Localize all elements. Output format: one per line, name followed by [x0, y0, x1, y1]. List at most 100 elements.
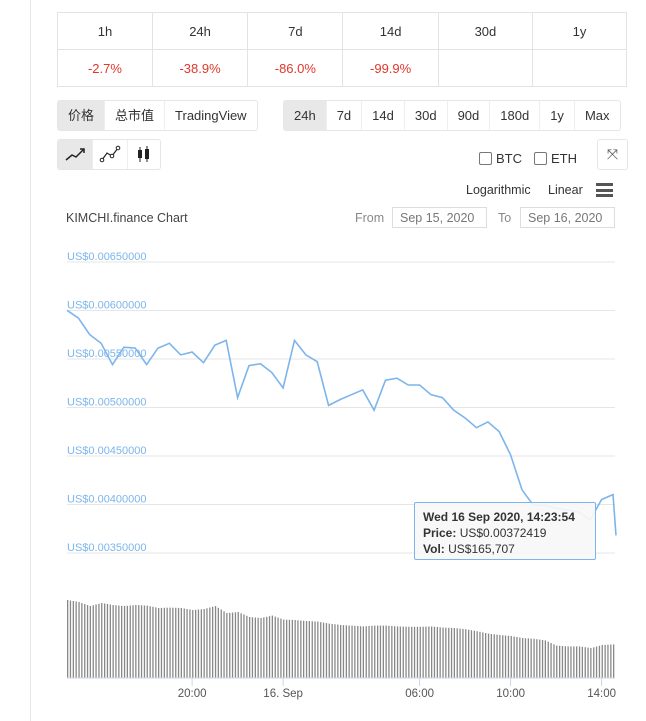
- volume-bar: [126, 605, 128, 679]
- volume-bar: [297, 620, 299, 679]
- range-Max[interactable]: Max: [584, 108, 610, 123]
- volume-bar: [183, 608, 185, 678]
- volume-bar: [391, 626, 393, 678]
- compare-btc-checkbox[interactable]: BTC: [479, 151, 522, 166]
- volume-bar: [377, 625, 379, 678]
- volume-bar: [590, 648, 592, 678]
- volume-bar: [578, 646, 581, 678]
- volume-bar: [260, 618, 262, 678]
- volume-bar: [357, 626, 359, 678]
- hamburger-icon: [596, 183, 613, 197]
- expand-icon: ⤧: [606, 146, 619, 162]
- volume-bar: [317, 621, 319, 678]
- volume-bar: [81, 603, 83, 678]
- tab-价格[interactable]: 价格: [58, 101, 106, 130]
- volume-bar: [479, 631, 481, 678]
- volume-bar: [229, 612, 231, 679]
- volume-bar: [482, 632, 484, 678]
- volume-bar: [510, 636, 512, 678]
- volume-bar: [613, 644, 615, 678]
- compare-eth-checkbox[interactable]: ETH: [534, 151, 577, 166]
- volume-bar: [368, 626, 370, 678]
- volume-bar: [274, 616, 276, 678]
- volume-bar: [524, 638, 527, 678]
- linear-button[interactable]: Linear: [548, 183, 583, 197]
- volume-bar: [286, 619, 288, 678]
- volume-bar: [160, 607, 163, 678]
- volume-bar: [490, 634, 492, 678]
- volume-bar: [135, 605, 137, 678]
- range-1y[interactable]: 1y: [540, 101, 575, 130]
- volume-bar: [288, 619, 291, 678]
- range-14d[interactable]: 14d: [362, 101, 405, 130]
- volume-bar: [197, 609, 200, 678]
- volume-bar: [553, 644, 555, 678]
- volume-bar: [462, 628, 464, 678]
- volume-bar: [283, 619, 285, 678]
- volume-bar: [243, 614, 245, 678]
- range-90d[interactable]: 90d: [448, 101, 491, 130]
- volume-bar: [459, 628, 461, 678]
- volume-bar: [123, 606, 126, 678]
- logarithmic-button[interactable]: Logarithmic: [466, 183, 531, 197]
- volume-bar: [536, 639, 538, 678]
- to-label: To: [498, 211, 512, 225]
- btc-label: BTC: [496, 151, 522, 166]
- volume-bar: [468, 629, 470, 678]
- volume-bar: [95, 604, 97, 678]
- from-label: From: [355, 211, 385, 225]
- to-date-input[interactable]: Sep 16, 2020: [520, 207, 615, 228]
- tab-TradingView[interactable]: TradingView: [175, 108, 247, 123]
- volume-bar: [172, 607, 174, 678]
- volume-bar: [504, 635, 507, 678]
- volume-bar: [249, 617, 251, 678]
- volume-bar: [72, 601, 74, 678]
- page-border: [30, 0, 31, 721]
- range-30d[interactable]: 30d: [405, 101, 448, 130]
- volume-bar: [570, 646, 572, 678]
- volume-bar: [303, 620, 305, 678]
- volume-bar: [325, 623, 328, 678]
- volume-bar: [502, 635, 504, 679]
- volume-bar: [428, 626, 430, 678]
- volume-bar: [581, 646, 583, 678]
- volume-bar: [476, 631, 478, 678]
- volume-bar: [516, 637, 518, 678]
- chart-menu-button[interactable]: [596, 183, 613, 200]
- volume-bar: [86, 605, 89, 678]
- fullscreen-button[interactable]: ⤧: [597, 139, 628, 170]
- line-chart-icon: [65, 148, 85, 161]
- from-date-input[interactable]: Sep 15, 2020: [392, 207, 487, 228]
- x-tick-label: 16. Sep: [263, 688, 303, 700]
- candlestick-button[interactable]: [128, 140, 160, 169]
- volume-bar: [203, 609, 205, 678]
- volume-bar: [177, 607, 180, 678]
- volume-bar: [209, 607, 211, 678]
- line-chart-button[interactable]: [58, 140, 93, 169]
- volume-bar: [109, 604, 111, 678]
- volume-bar: [394, 626, 396, 678]
- volume-bar: [118, 605, 120, 678]
- volume-bar: [425, 626, 427, 678]
- range-7d[interactable]: 7d: [327, 101, 363, 130]
- volume-bar: [547, 641, 549, 678]
- range-180d[interactable]: 180d: [490, 101, 541, 130]
- volume-bar: [271, 615, 273, 678]
- line-markers-button[interactable]: [93, 140, 128, 169]
- volume-bar: [436, 627, 438, 678]
- tab-总市值[interactable]: 总市值: [105, 101, 166, 130]
- tooltip-price-label: Price:: [423, 526, 457, 540]
- volume-bar: [499, 635, 501, 678]
- performance-table: 1h 24h 7d 14d 30d 1y -2.7% -38.9% -86.0% -99.9%: [57, 12, 627, 87]
- volume-bar: [527, 638, 529, 678]
- volume-bar: [584, 647, 586, 678]
- volume-bar: [231, 612, 234, 678]
- volume-bar: [587, 647, 589, 678]
- volume-bar: [152, 606, 154, 678]
- volume-bar: [342, 625, 345, 678]
- y-tick-label: US$0.00600000: [67, 300, 147, 312]
- volume-bar: [598, 645, 601, 679]
- volume-bar: [200, 609, 202, 679]
- range-24h[interactable]: 24h: [284, 101, 327, 130]
